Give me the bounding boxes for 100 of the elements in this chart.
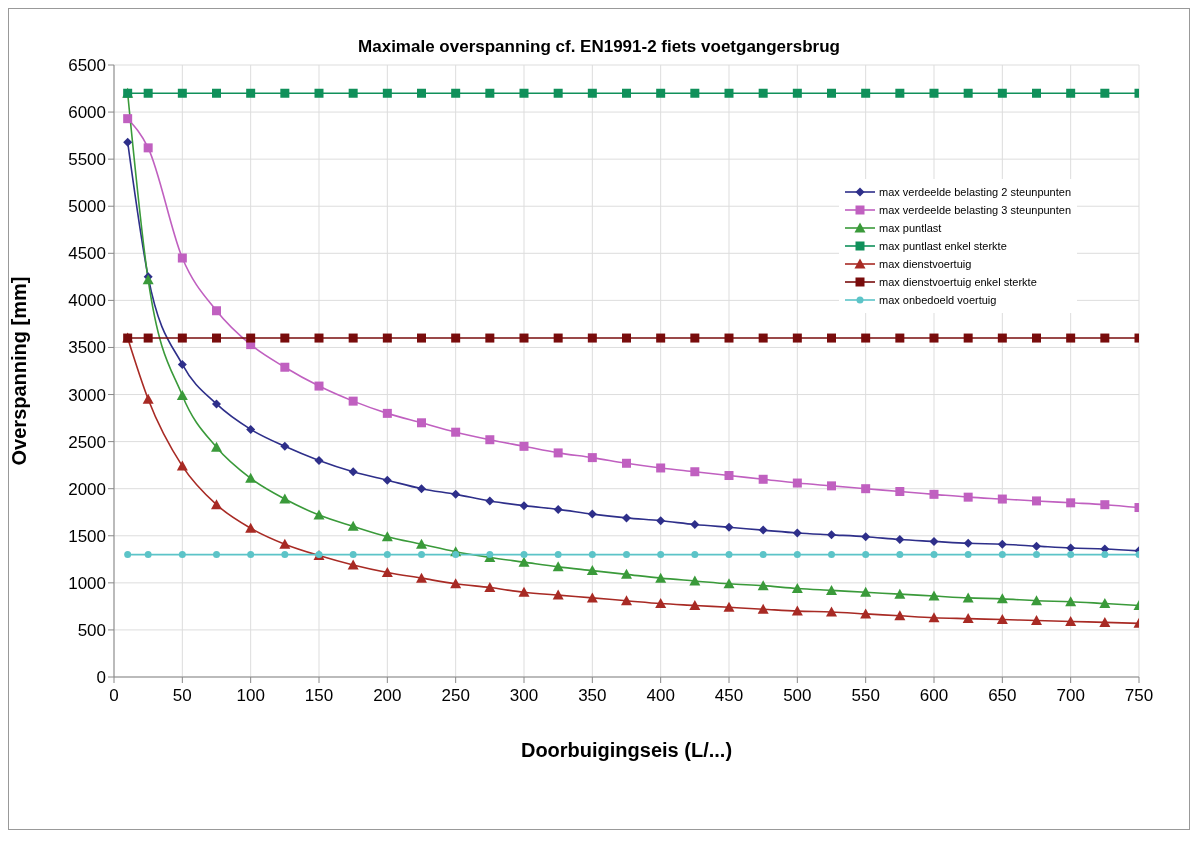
point xyxy=(485,88,495,98)
point xyxy=(861,532,871,542)
y-tick-label: 1500 xyxy=(68,526,106,546)
point xyxy=(894,610,906,621)
point xyxy=(587,88,597,98)
point xyxy=(997,539,1007,549)
y-tick-label: 500 xyxy=(77,620,106,640)
point xyxy=(792,478,802,488)
point xyxy=(757,603,769,614)
point xyxy=(622,333,631,343)
y-tick-label: 0 xyxy=(96,668,106,688)
point xyxy=(860,608,872,619)
point xyxy=(828,551,835,559)
point xyxy=(177,88,187,98)
point xyxy=(929,489,939,499)
point xyxy=(246,88,256,98)
point xyxy=(623,551,630,559)
x-tick-label: 0 xyxy=(109,686,119,706)
point xyxy=(348,333,358,343)
point xyxy=(553,448,563,458)
point xyxy=(998,551,1006,559)
point xyxy=(552,561,564,572)
point xyxy=(280,362,290,372)
point xyxy=(1032,333,1041,343)
point xyxy=(279,538,291,549)
point xyxy=(381,531,393,542)
point xyxy=(314,455,324,465)
point xyxy=(1066,333,1076,343)
x-tick-label: 600 xyxy=(919,686,949,706)
point xyxy=(689,575,701,586)
point xyxy=(1099,616,1111,627)
point xyxy=(758,88,768,98)
point xyxy=(212,333,221,343)
point xyxy=(177,253,187,263)
point xyxy=(586,592,598,603)
point xyxy=(588,551,596,559)
point xyxy=(656,88,666,98)
point xyxy=(725,551,733,559)
legend-label: max puntlast enkel sterkte xyxy=(879,240,1007,252)
x-tick-label: 700 xyxy=(1056,686,1085,706)
point xyxy=(895,333,905,343)
point xyxy=(213,551,220,559)
point xyxy=(997,333,1007,343)
point xyxy=(622,88,631,98)
point xyxy=(348,467,358,477)
x-tick-label: 100 xyxy=(236,686,265,706)
legend-label: max verdeelde belasting 3 steunpunten xyxy=(879,204,1072,216)
point xyxy=(1100,333,1110,343)
point xyxy=(724,522,734,532)
point xyxy=(793,551,801,559)
point xyxy=(382,475,392,485)
point xyxy=(347,559,359,570)
chart-title: Maximale overspanning cf. EN1991-2 fiets voetgangersbrug xyxy=(357,37,841,57)
x-tick-label: 550 xyxy=(851,686,880,706)
y-tick-label: 6500 xyxy=(68,56,106,76)
point xyxy=(314,381,324,391)
point xyxy=(691,551,699,559)
point xyxy=(861,484,871,494)
point xyxy=(123,137,133,147)
point xyxy=(1031,595,1042,606)
x-tick-label: 350 xyxy=(578,686,607,706)
point xyxy=(827,88,836,98)
point xyxy=(212,88,221,98)
point xyxy=(520,551,528,559)
point xyxy=(997,494,1007,504)
legend-label: max onbedoeld voertuig xyxy=(879,294,997,306)
point xyxy=(450,578,462,589)
point xyxy=(177,333,187,343)
point xyxy=(724,333,734,343)
point xyxy=(622,513,631,523)
point xyxy=(895,487,905,497)
point xyxy=(724,88,734,98)
point xyxy=(964,551,972,559)
point xyxy=(690,88,700,98)
point xyxy=(860,586,872,597)
point xyxy=(143,88,153,98)
point xyxy=(656,516,666,526)
point xyxy=(280,88,290,98)
point xyxy=(212,399,221,409)
point xyxy=(723,578,735,589)
point xyxy=(963,538,973,548)
y-tick-label: 3000 xyxy=(68,385,106,405)
point xyxy=(962,592,974,603)
point xyxy=(124,551,132,559)
point xyxy=(1100,88,1110,98)
x-tick-label: 750 xyxy=(1124,686,1154,706)
point xyxy=(827,333,836,343)
point xyxy=(176,460,188,471)
point xyxy=(451,427,461,437)
point xyxy=(451,333,461,343)
y-tick-label: 4500 xyxy=(68,244,106,264)
point xyxy=(211,499,222,510)
point xyxy=(896,551,904,559)
y-tick-label: 5500 xyxy=(68,150,106,170)
point xyxy=(827,481,836,491)
point xyxy=(827,530,836,540)
point xyxy=(416,572,427,583)
point xyxy=(518,586,530,597)
point xyxy=(1032,541,1041,551)
point xyxy=(347,520,359,531)
